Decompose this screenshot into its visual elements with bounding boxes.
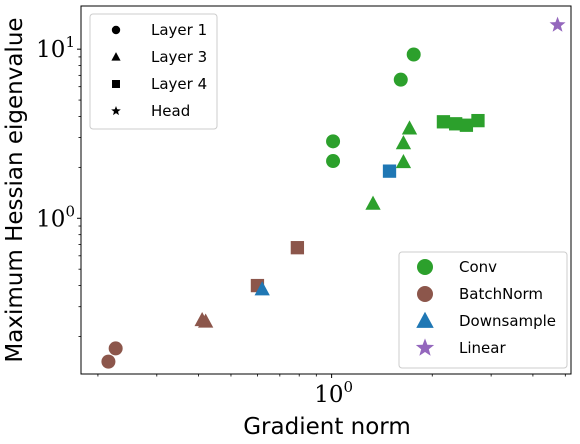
data-point-triangle	[198, 313, 214, 328]
data-point-circle	[393, 72, 408, 87]
legend-label: Downsample	[459, 312, 556, 330]
legend-conv-marker	[417, 259, 433, 275]
plot-frame	[80, 5, 572, 375]
data-point-circle	[326, 134, 341, 149]
color-legend-box	[398, 251, 568, 369]
data-point-square	[436, 115, 451, 129]
legend-circle-icon	[111, 25, 121, 35]
data-point-square	[382, 164, 397, 178]
y-axis-label: Maximum Hessian eigenvalue	[2, 17, 28, 362]
legend-linear-marker	[415, 338, 435, 356]
data-point-square	[471, 113, 485, 128]
data-points	[101, 16, 566, 369]
data-point-triangle	[254, 281, 270, 296]
data-point-triangle	[395, 135, 412, 150]
data-point-circle	[406, 47, 421, 62]
data-point-square	[290, 241, 305, 255]
data-point-star	[549, 16, 566, 32]
marker-legend: Layer 1 Layer 3 Layer 4 Head	[89, 13, 218, 130]
data-point-square	[459, 118, 474, 132]
legend-label: Head	[151, 102, 190, 120]
tick-label: 100	[36, 202, 75, 232]
legend-label: Layer 1	[151, 21, 207, 39]
legend-triangle-icon	[111, 52, 121, 61]
data-point-square	[449, 117, 463, 131]
legend-star-icon	[111, 105, 121, 116]
legend-label: Layer 3	[151, 48, 207, 66]
major-ticks: 100 100 101	[36, 33, 353, 408]
data-point-triangle	[365, 195, 381, 210]
marker-legend-box	[89, 13, 218, 130]
legend-square-icon	[112, 80, 120, 88]
color-legend: Conv BatchNorm Downsample Linear	[398, 251, 568, 369]
x-axis-label: Gradient norm	[243, 414, 411, 440]
data-point-circle	[326, 154, 341, 169]
tick-label: 101	[36, 33, 75, 63]
tick-label: 100	[314, 378, 353, 408]
data-point-circle	[101, 354, 116, 369]
legend-label: BatchNorm	[459, 285, 543, 303]
data-point-circle	[108, 341, 123, 356]
data-point-triangle	[395, 154, 412, 169]
legend-batchnorm-marker	[417, 286, 433, 302]
legend-label: Linear	[459, 339, 506, 357]
legend-label: Layer 4	[151, 75, 207, 93]
data-point-triangle	[401, 120, 418, 135]
legend-downsample-marker	[416, 311, 434, 328]
legend-label: Conv	[459, 258, 497, 276]
